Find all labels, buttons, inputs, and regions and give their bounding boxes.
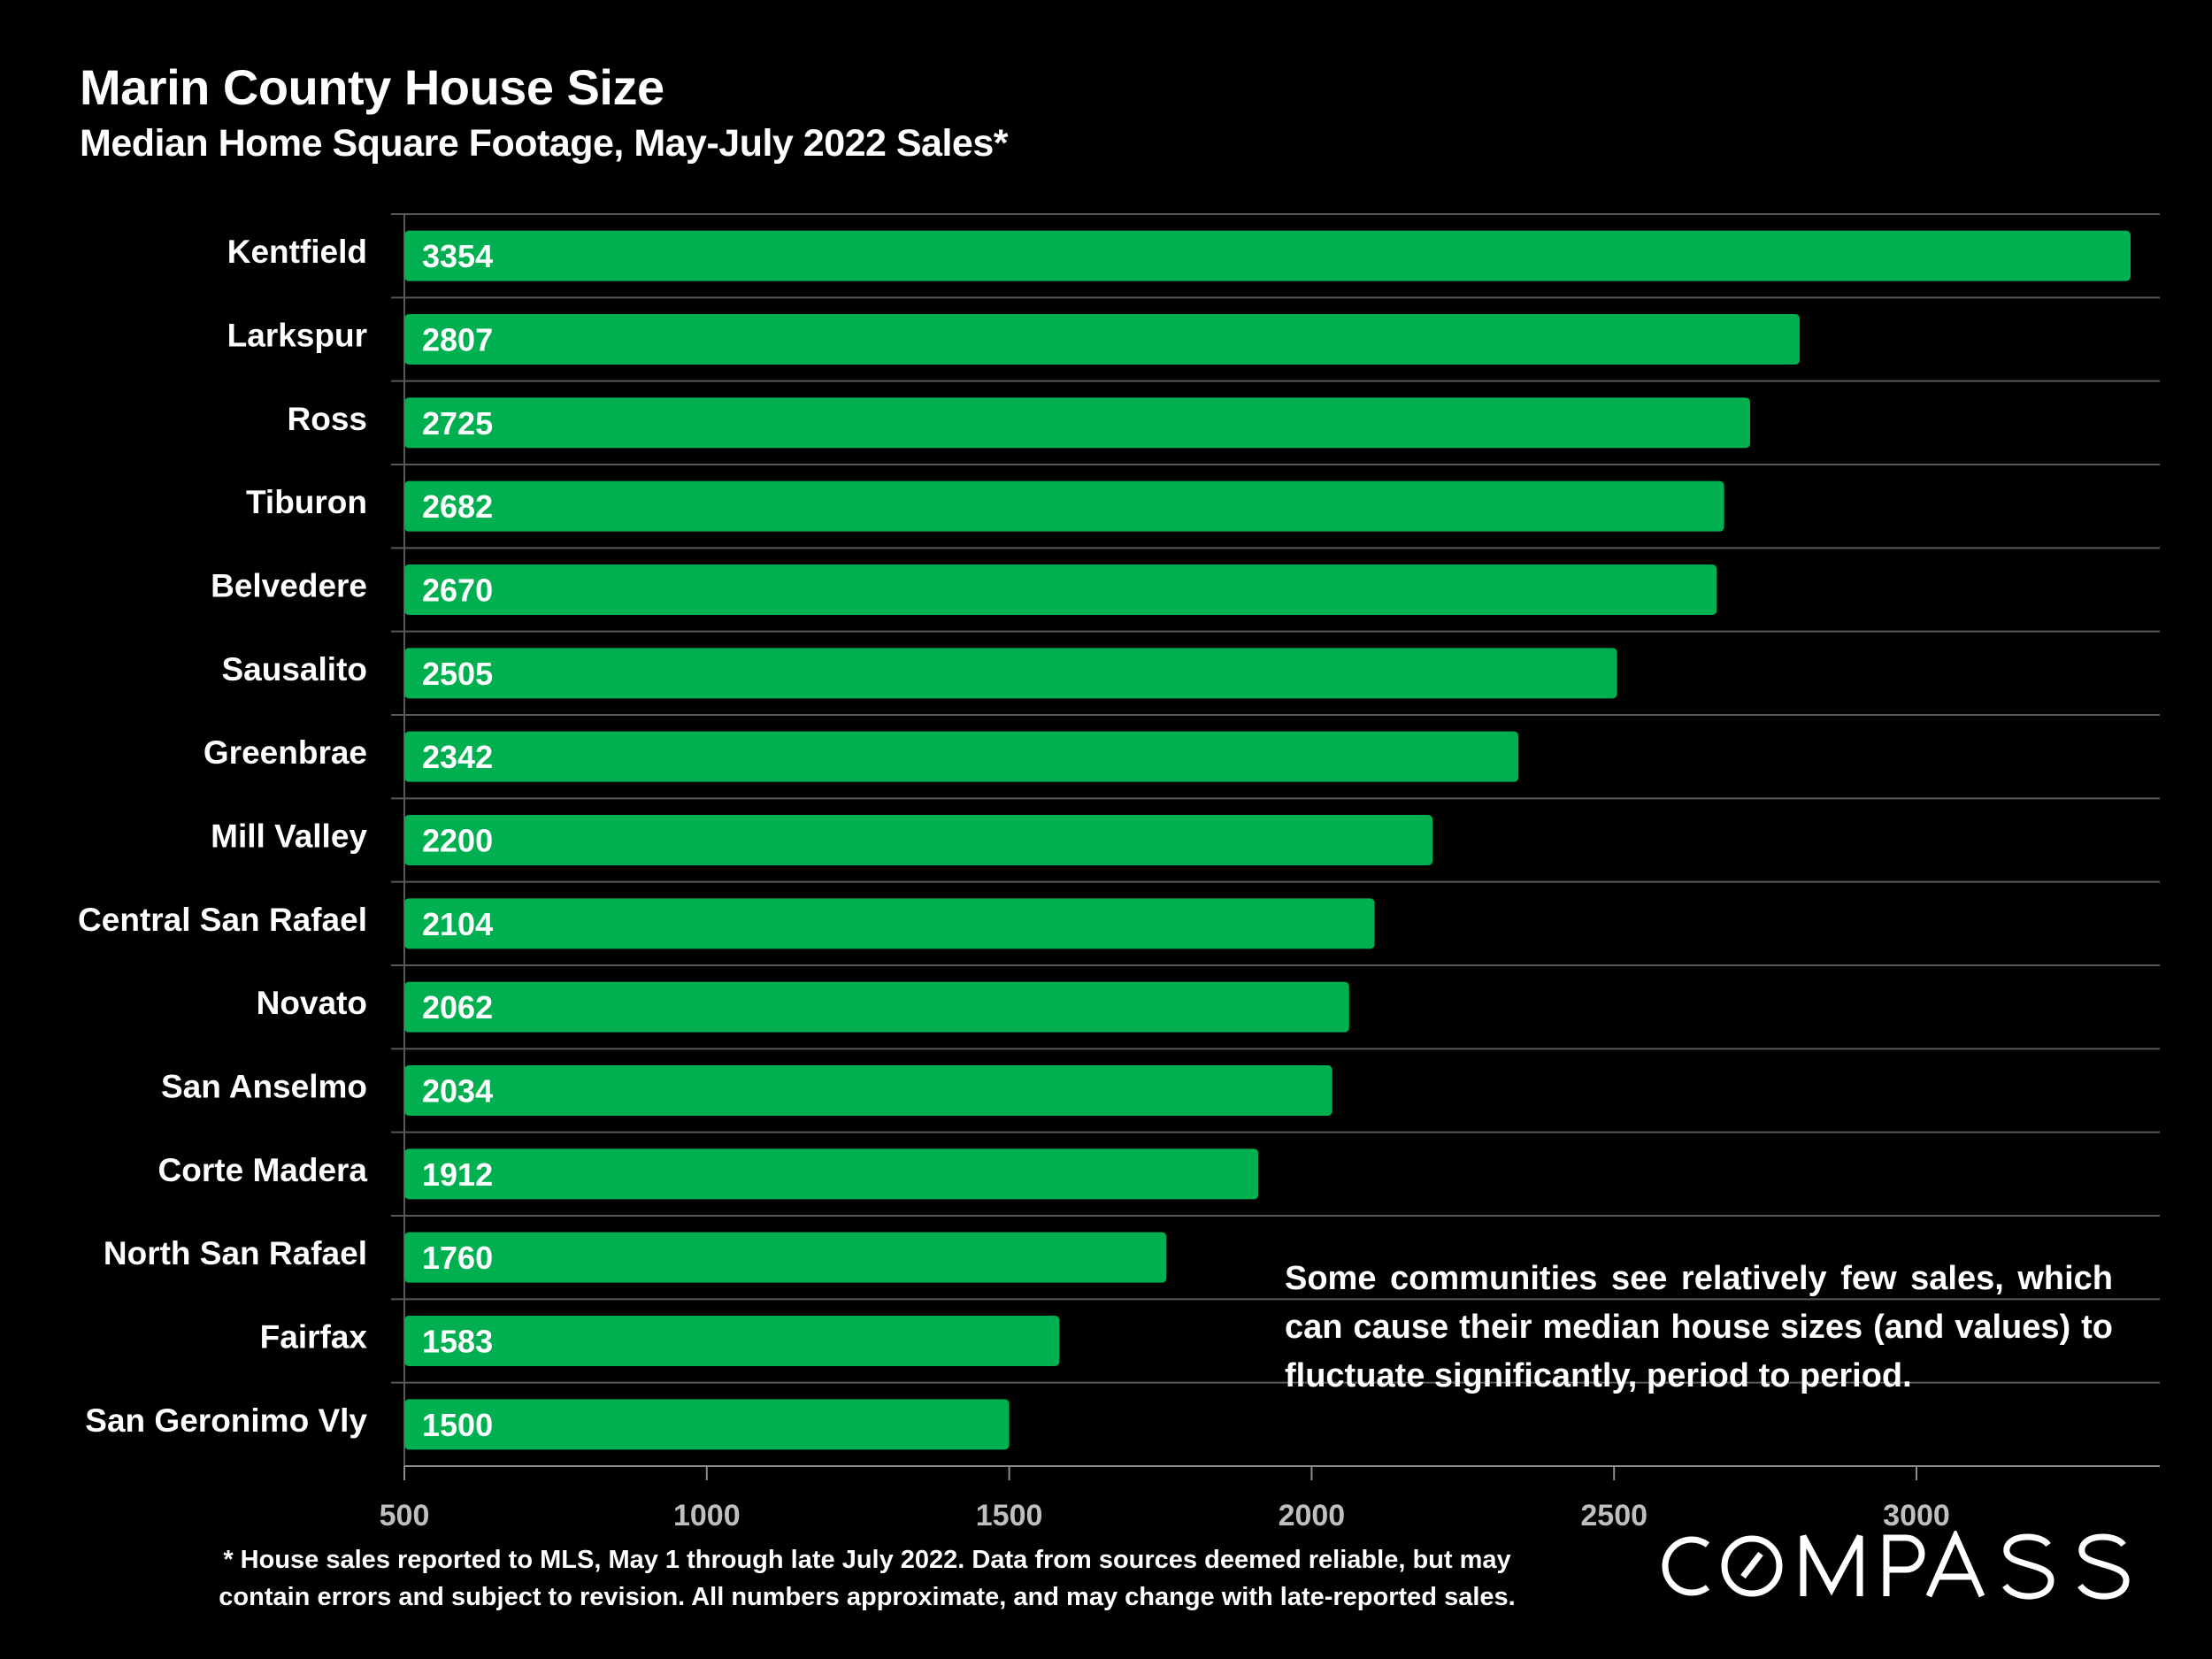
category-label: Ross [288, 401, 367, 437]
data-label: 2200 [422, 823, 493, 859]
data-label: 1760 [422, 1240, 493, 1276]
category-label: Greenbrae [204, 734, 367, 771]
category-label: Corte Madera [158, 1152, 368, 1188]
data-label: 2062 [422, 989, 493, 1025]
bar [404, 731, 1519, 782]
x-tick-label: 1500 [976, 1499, 1043, 1532]
x-tick-label: 500 [380, 1499, 430, 1532]
bar [404, 1148, 1259, 1200]
data-label: 1583 [422, 1324, 493, 1360]
data-label: 2104 [422, 906, 493, 942]
x-tick-label: 2000 [1279, 1499, 1346, 1532]
data-label: 2034 [422, 1073, 493, 1110]
data-label: 3354 [422, 238, 493, 274]
data-label: 2505 [422, 656, 493, 692]
category-label: Novato [257, 985, 367, 1021]
footnote: * House sales reported to MLS, May 1 thr… [115, 1541, 1619, 1616]
chart-title: Marin County House Size [80, 59, 664, 115]
x-tick-label: 3000 [1883, 1499, 1950, 1532]
footnote-line: * House sales reported to MLS, May 1 thr… [223, 1546, 1511, 1574]
category-label: San Geronimo Vly [85, 1402, 367, 1439]
bar [404, 565, 1717, 615]
bar [404, 480, 1724, 532]
bar [404, 981, 1349, 1033]
data-label: 2342 [422, 739, 493, 775]
bar [404, 898, 1375, 949]
category-label: Kentfield [227, 234, 367, 270]
data-label: 2807 [422, 322, 493, 358]
category-label: Larkspur [227, 318, 367, 354]
category-label: Tiburon [246, 484, 367, 520]
category-label: North San Rafael [104, 1235, 367, 1271]
data-label: 2725 [422, 405, 493, 442]
x-tick-label: 1000 [673, 1499, 741, 1532]
category-label: Fairfax [260, 1319, 368, 1356]
data-label: 2670 [422, 572, 493, 609]
x-tick-label: 2500 [1580, 1499, 1647, 1532]
bar [404, 230, 2131, 281]
category-label: San Anselmo [161, 1069, 367, 1105]
category-label: Belvedere [211, 568, 367, 604]
annotation-text: Some communities see relatively few sale… [1285, 1260, 2113, 1394]
bar [404, 397, 1751, 449]
bar [404, 1065, 1333, 1116]
chart-subtitle: Median Home Square Footage, May-July 202… [80, 122, 1008, 165]
data-label: 1500 [422, 1407, 493, 1443]
category-label: Mill Valley [211, 818, 367, 855]
footnote-line: contain errors and subject to revision. … [219, 1583, 1516, 1611]
bar [404, 1399, 1010, 1450]
category-label: Central San Rafael [78, 902, 367, 938]
bar [404, 1316, 1060, 1366]
bar [404, 1232, 1167, 1283]
category-label: Sausalito [222, 651, 368, 687]
bar [404, 815, 1433, 865]
data-label: 1912 [422, 1156, 493, 1193]
bar [404, 648, 1617, 699]
compass-logo [1662, 1531, 2130, 1600]
bar [404, 314, 1801, 365]
data-label: 2682 [422, 488, 493, 525]
